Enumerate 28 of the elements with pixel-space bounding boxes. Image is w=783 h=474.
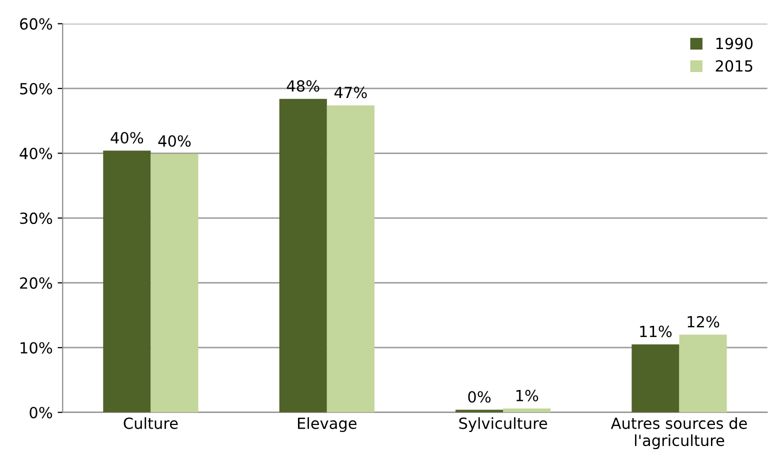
x-tick-label: Elevage xyxy=(298,417,356,432)
y-tick-label: 0% xyxy=(30,406,52,418)
y-tick-label: 30% xyxy=(20,212,52,224)
data-label: 48% xyxy=(286,80,320,92)
data-label: 12% xyxy=(688,316,720,328)
data-label: 0% xyxy=(468,391,491,403)
x-tick-label: Autres sources de l'agriculture xyxy=(610,417,747,450)
legend-label: 1990 xyxy=(716,38,753,50)
bar xyxy=(279,98,327,412)
y-tick-label: 20% xyxy=(20,277,52,289)
x-tick-label: Culture xyxy=(124,417,178,430)
bar xyxy=(103,150,151,412)
y-tick-label: 40% xyxy=(20,148,52,160)
x-tick-label: Sylviculture xyxy=(459,417,548,432)
bar xyxy=(326,105,374,412)
bar xyxy=(503,408,551,412)
bar xyxy=(679,334,727,412)
data-label: 11% xyxy=(640,326,672,338)
y-tick-label: 10% xyxy=(20,342,52,354)
legend-label: 2015 xyxy=(716,60,752,72)
bar xyxy=(150,154,198,412)
bar xyxy=(632,344,680,412)
y-tick-label: 50% xyxy=(20,82,52,94)
data-label: 47% xyxy=(334,86,367,98)
data-label: 40% xyxy=(110,132,144,144)
y-tick-label: 60% xyxy=(20,18,52,30)
data-label: 40% xyxy=(158,135,191,147)
data-label: 1% xyxy=(516,390,538,402)
